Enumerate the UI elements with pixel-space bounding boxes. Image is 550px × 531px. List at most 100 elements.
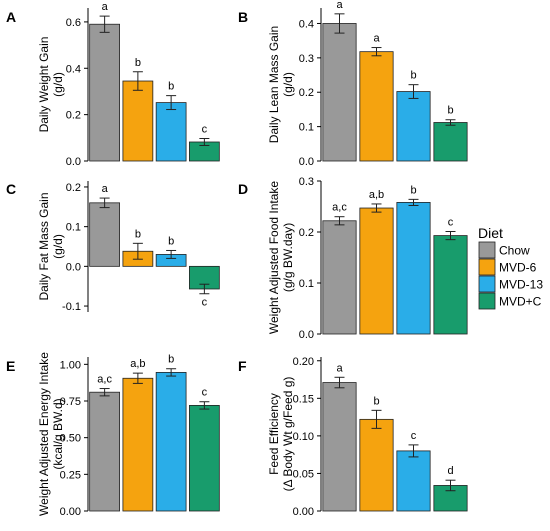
legend-swatch <box>478 258 496 276</box>
bar-mvd-13 <box>155 102 187 162</box>
significance-label: a <box>336 0 343 11</box>
legend-swatch <box>478 292 496 310</box>
significance-label: b <box>135 57 141 69</box>
significance-label: b <box>168 354 174 366</box>
y-tick-label: 0.50 <box>60 433 81 445</box>
legend-swatch <box>478 275 496 293</box>
significance-label: b <box>135 228 141 240</box>
legend-item-mvd-13: MVD-13 <box>478 275 543 293</box>
bar-chow <box>322 220 357 335</box>
y-axis-label: Feed Efficiency(Δ Body Wt g/Feed g) <box>267 377 295 492</box>
significance-label: c <box>202 124 208 136</box>
panel-letter: B <box>238 9 248 25</box>
significance-label: d <box>447 465 453 477</box>
legend: Diet Chow MVD-6 MVD-13 MVD+C <box>478 225 543 310</box>
y-tick-label: 0.00 <box>60 506 81 518</box>
y-tick-label: 0.75 <box>60 396 81 408</box>
significance-label: a <box>373 33 380 45</box>
significance-label: b <box>168 235 174 247</box>
y-tick-label: 0.4 <box>66 63 81 75</box>
significance-label: a,b <box>369 189 384 201</box>
y-axis-label: Weight Adjusted Energy Intake(kcal/g BW.… <box>37 352 65 516</box>
significance-label: a,c <box>97 374 112 386</box>
panel-letter: D <box>238 181 248 197</box>
legend-label: MVD+C <box>499 295 542 309</box>
y-tick-label: 0.15 <box>293 393 314 405</box>
panel-letter: C <box>6 181 16 197</box>
bar-mvd-c <box>189 404 220 512</box>
panel-letter: A <box>6 9 16 25</box>
y-tick-label: 0.2 <box>299 87 314 99</box>
panel-f: F 0.00 0.05 0.10 0.15 0.20 Feed Efficiency(Δ B… <box>238 356 468 518</box>
legend-item-mvd-6: MVD-6 <box>478 258 537 276</box>
significance-label: b <box>168 81 174 93</box>
bar-mvd-13 <box>155 371 187 512</box>
bar-mvd-6 <box>359 418 394 512</box>
bar-chow <box>89 391 120 512</box>
panel-letter: E <box>6 358 15 374</box>
y-tick-label: 1.00 <box>60 359 81 371</box>
y-tick-label: 0.2 <box>299 227 314 239</box>
significance-label: c <box>448 216 454 228</box>
significance-label: a <box>102 183 109 195</box>
bar-chow <box>89 202 120 267</box>
significance-label: b <box>410 70 416 82</box>
bar-mvd-13 <box>396 91 431 162</box>
significance-label: c <box>202 387 208 399</box>
y-tick-label: 0.0 <box>299 156 314 168</box>
legend-label: MVD-6 <box>499 261 537 275</box>
legend-label: Chow <box>499 244 530 258</box>
legend-swatch <box>478 241 496 259</box>
y-tick-label: 0.3 <box>299 53 314 65</box>
legend-label: MVD-13 <box>499 278 543 292</box>
legend-title: Diet <box>478 225 503 241</box>
y-axis-label: Weight Adjusted Food Intake(g/g BW.day) <box>267 181 295 335</box>
bar-chow <box>89 23 120 162</box>
y-tick-label: 0.1 <box>299 122 314 134</box>
significance-label: a <box>102 1 109 13</box>
y-axis-label: Daily Weight Gain(g/d) <box>37 37 65 133</box>
y-tick-label: 0.2 <box>66 110 81 122</box>
y-tick-label: 0.3 <box>299 176 314 188</box>
y-tick-label: 0.0 <box>299 329 314 341</box>
significance-label: c <box>202 297 208 309</box>
bar-chow <box>322 382 357 512</box>
significance-label: b <box>447 105 453 117</box>
y-tick-label: 0.2 <box>66 182 81 194</box>
bar-mvd-6 <box>359 207 394 335</box>
significance-label: a,b <box>130 358 145 370</box>
y-axis-label: Daily Fat Mass Gain(g/d) <box>37 192 65 300</box>
y-tick-label: 0.10 <box>293 431 314 443</box>
significance-label: a <box>336 362 343 374</box>
y-tick-label: 0.1 <box>299 278 314 290</box>
panel-d: D 0.0 0.1 0.2 0.3 Weight Adjusted Food Intake… <box>238 176 468 341</box>
significance-label: a,c <box>332 202 347 214</box>
y-axis-label: Daily Lean Mass Gain(g/d) <box>267 26 295 143</box>
bar-mvd-13 <box>396 450 431 512</box>
bar-mvd-6 <box>122 377 154 512</box>
panel-b: B 0.0 0.1 0.2 0.3 0.4 Daily Lean Mass Gain(g/d… <box>238 0 468 168</box>
legend-item-mvd-c: MVD+C <box>478 292 542 310</box>
significance-label: b <box>410 184 416 196</box>
bar-mvd-13 <box>396 202 431 335</box>
significance-label: c <box>411 430 417 442</box>
y-tick-label: 0.00 <box>293 506 314 518</box>
bar-mvd-6 <box>359 51 394 162</box>
bar-mvd-c <box>433 235 468 335</box>
significance-label: b <box>373 395 379 407</box>
y-tick-label: -0.1 <box>62 301 81 313</box>
y-tick-label: 0.0 <box>66 261 81 273</box>
y-tick-label: 0.20 <box>293 356 314 368</box>
legend-item-chow: Chow <box>478 241 530 259</box>
y-tick-label: 0.05 <box>293 468 314 480</box>
y-tick-label: 0.1 <box>66 222 81 234</box>
y-tick-label: 0.6 <box>66 17 81 29</box>
bar-chow <box>322 23 357 162</box>
bar-mvd-6 <box>122 80 154 162</box>
y-tick-label: 0.25 <box>60 469 81 481</box>
panel-letter: F <box>238 358 247 374</box>
y-tick-label: 0.0 <box>66 156 81 168</box>
